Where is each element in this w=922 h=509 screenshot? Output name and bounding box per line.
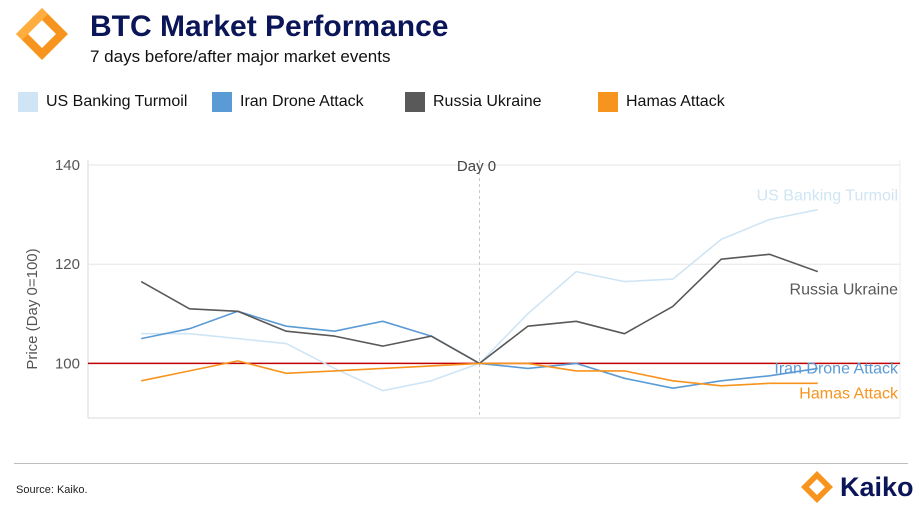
page-subtitle: 7 days before/after major market events	[90, 47, 391, 66]
series-end-label-us-banking-turmoil: US Banking Turmoil	[757, 188, 898, 205]
legend-item-hamas-attack: Hamas Attack	[598, 92, 725, 112]
series-end-label-iran-drone-attack: Iran Drone Attack	[774, 360, 899, 377]
page-title: BTC Market Performance	[90, 10, 449, 43]
legend-item-us-banking-turmoil: US Banking Turmoil	[18, 92, 187, 112]
series-line-hamas-attack	[141, 360, 818, 387]
legend-item-iran-drone-attack: Iran Drone Attack	[212, 92, 364, 112]
source-note: Source: Kaiko.	[16, 484, 88, 496]
legend-swatch	[405, 92, 425, 112]
line-chart: 100 120 140 Price (Day 0=100) Day 0 US Bankin…	[24, 157, 901, 419]
day0-label: Day 0	[457, 158, 496, 175]
footer-divider	[14, 463, 908, 464]
legend-swatch	[18, 92, 38, 112]
brand-name: Kaiko	[840, 471, 914, 502]
legend-item-russia-ukraine: Russia Ukraine	[405, 92, 541, 112]
legend-swatch	[212, 92, 232, 112]
kaiko-brand-icon	[801, 471, 833, 503]
legend-swatch	[598, 92, 618, 112]
series-end-label-hamas-attack: Hamas Attack	[799, 385, 899, 402]
legend-label: Russia Ukraine	[433, 93, 542, 110]
y-tick-label: 100	[55, 355, 80, 372]
series-end-label-russia-ukraine: Russia Ukraine	[790, 282, 899, 299]
legend-label: Hamas Attack	[626, 93, 725, 110]
y-tick-label: 120	[55, 256, 80, 273]
footer-brand: Kaiko	[800, 470, 914, 504]
y-tick-label: 140	[55, 157, 80, 174]
kaiko-logo-icon	[16, 8, 68, 60]
y-axis-label: Price (Day 0=100)	[24, 248, 41, 369]
legend-label: US Banking Turmoil	[46, 93, 188, 110]
legend-label: Iran Drone Attack	[240, 93, 364, 110]
